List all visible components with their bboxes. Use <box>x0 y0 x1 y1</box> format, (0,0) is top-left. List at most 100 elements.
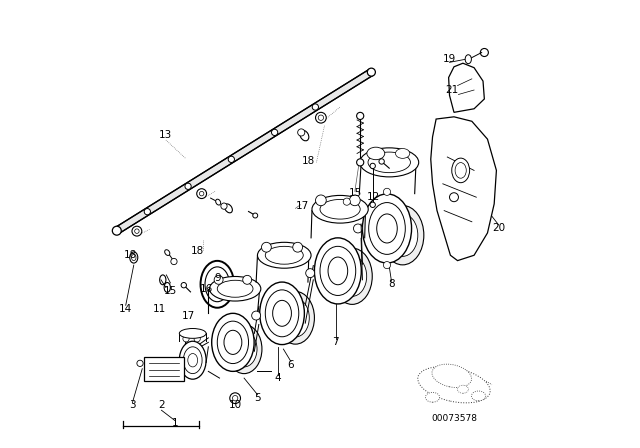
Circle shape <box>171 258 177 265</box>
Ellipse shape <box>266 290 299 337</box>
Ellipse shape <box>273 300 291 326</box>
Ellipse shape <box>144 209 150 215</box>
Text: 7: 7 <box>332 337 339 347</box>
Text: 18: 18 <box>191 246 204 256</box>
Ellipse shape <box>164 283 170 293</box>
Text: 12: 12 <box>367 192 380 202</box>
Text: 9: 9 <box>214 272 221 283</box>
Text: 5: 5 <box>254 393 260 403</box>
Ellipse shape <box>226 324 262 374</box>
Polygon shape <box>449 63 484 112</box>
Text: 18: 18 <box>302 156 316 167</box>
Text: 10: 10 <box>228 400 242 410</box>
Ellipse shape <box>452 158 470 183</box>
Ellipse shape <box>224 330 242 354</box>
Ellipse shape <box>362 194 412 263</box>
Text: 15: 15 <box>349 188 362 198</box>
Circle shape <box>343 198 350 205</box>
Bar <box>145 357 184 381</box>
Text: 00073578: 00073578 <box>431 414 477 423</box>
Ellipse shape <box>387 214 418 256</box>
Circle shape <box>316 195 326 206</box>
Circle shape <box>132 226 142 236</box>
Ellipse shape <box>205 267 230 302</box>
Ellipse shape <box>367 68 376 76</box>
Circle shape <box>137 360 143 366</box>
Ellipse shape <box>332 248 372 304</box>
Text: 11: 11 <box>152 304 166 314</box>
Polygon shape <box>115 69 373 234</box>
Ellipse shape <box>266 246 303 264</box>
Circle shape <box>214 276 223 284</box>
Ellipse shape <box>130 252 138 263</box>
Circle shape <box>262 242 271 252</box>
Circle shape <box>183 336 189 342</box>
Circle shape <box>353 224 362 233</box>
Ellipse shape <box>183 347 202 374</box>
Circle shape <box>316 112 326 123</box>
Ellipse shape <box>225 204 232 213</box>
Ellipse shape <box>370 202 376 207</box>
Ellipse shape <box>300 130 309 141</box>
Ellipse shape <box>185 183 191 190</box>
Ellipse shape <box>209 276 261 301</box>
Circle shape <box>349 195 360 206</box>
Ellipse shape <box>179 328 206 338</box>
Text: 21: 21 <box>445 85 458 95</box>
Ellipse shape <box>181 283 186 288</box>
Circle shape <box>383 262 390 269</box>
Ellipse shape <box>179 341 206 379</box>
Text: 17: 17 <box>182 310 195 321</box>
Circle shape <box>221 203 227 209</box>
Ellipse shape <box>328 257 348 285</box>
Circle shape <box>318 115 324 121</box>
Ellipse shape <box>379 159 384 164</box>
Ellipse shape <box>257 242 311 268</box>
Circle shape <box>298 129 305 136</box>
Ellipse shape <box>228 156 234 163</box>
Text: 2: 2 <box>158 400 164 410</box>
Ellipse shape <box>356 159 364 166</box>
Ellipse shape <box>320 246 356 296</box>
Ellipse shape <box>260 282 305 345</box>
Ellipse shape <box>369 202 405 254</box>
Ellipse shape <box>360 148 419 177</box>
Circle shape <box>232 396 238 401</box>
Ellipse shape <box>217 321 248 364</box>
Ellipse shape <box>216 199 221 205</box>
Text: 16: 16 <box>200 284 212 294</box>
Circle shape <box>134 229 139 233</box>
Circle shape <box>292 242 303 252</box>
Ellipse shape <box>396 149 410 158</box>
Ellipse shape <box>113 226 121 235</box>
Ellipse shape <box>338 256 367 296</box>
Ellipse shape <box>132 254 136 261</box>
Ellipse shape <box>465 55 472 64</box>
Ellipse shape <box>370 163 376 168</box>
Text: 18: 18 <box>124 250 137 260</box>
Circle shape <box>306 269 315 278</box>
Ellipse shape <box>282 298 309 337</box>
Text: 17: 17 <box>296 201 308 211</box>
Ellipse shape <box>432 364 472 388</box>
Ellipse shape <box>312 104 319 110</box>
Ellipse shape <box>188 353 198 367</box>
Polygon shape <box>431 117 497 261</box>
Ellipse shape <box>426 392 440 402</box>
Circle shape <box>481 48 488 56</box>
Ellipse shape <box>472 391 486 401</box>
Ellipse shape <box>418 367 490 403</box>
Ellipse shape <box>159 275 166 285</box>
Ellipse shape <box>164 250 170 255</box>
Ellipse shape <box>212 313 254 371</box>
Circle shape <box>194 336 200 342</box>
Ellipse shape <box>271 129 278 136</box>
Text: 3: 3 <box>129 400 136 410</box>
Circle shape <box>196 189 207 198</box>
Ellipse shape <box>367 147 385 159</box>
Ellipse shape <box>200 261 234 308</box>
Circle shape <box>252 311 260 320</box>
Text: 14: 14 <box>119 304 132 314</box>
Ellipse shape <box>312 195 368 223</box>
Text: 8: 8 <box>388 279 395 289</box>
